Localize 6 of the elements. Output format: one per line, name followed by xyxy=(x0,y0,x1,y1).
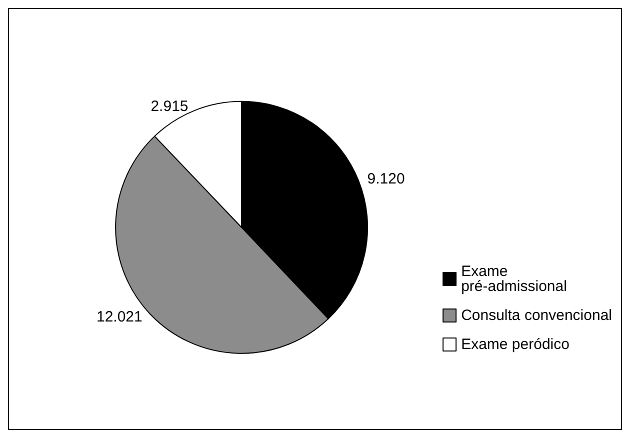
legend-label: Exame peródico xyxy=(461,336,570,353)
data-label: 2.915 xyxy=(150,98,188,116)
data-label: 9.120 xyxy=(367,170,405,188)
legend-label: Exame pré-admissional xyxy=(461,263,567,295)
data-label: 12.021 xyxy=(96,308,142,326)
legend-label: Consulta convencional xyxy=(461,307,612,324)
